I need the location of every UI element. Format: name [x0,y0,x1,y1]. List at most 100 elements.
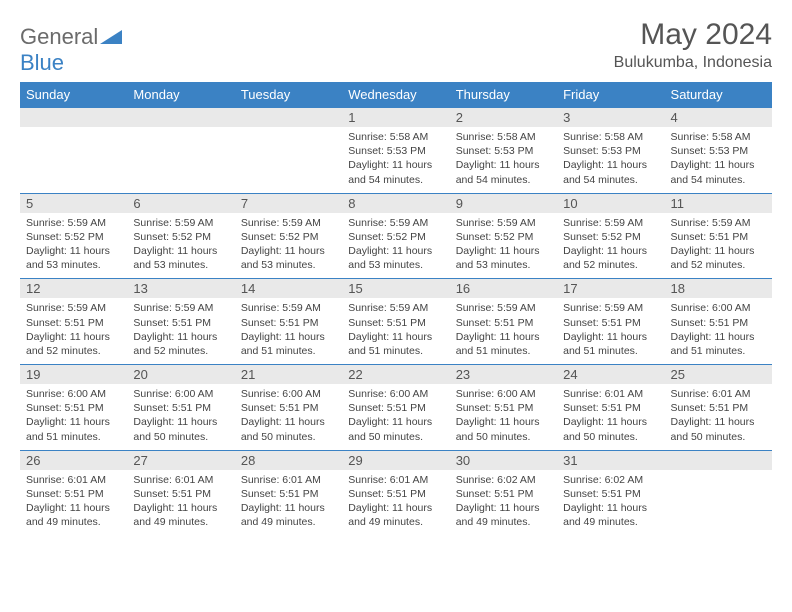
header: General Blue May 2024 Bulukumba, Indones… [20,18,772,76]
day-number: 26 [20,451,127,470]
calendar-day-cell: 17Sunrise: 5:59 AMSunset: 5:51 PMDayligh… [557,279,664,365]
day-body: Sunrise: 5:59 AMSunset: 5:51 PMDaylight:… [20,298,127,364]
day-body: Sunrise: 5:59 AMSunset: 5:51 PMDaylight:… [665,213,772,279]
day-body: Sunrise: 5:59 AMSunset: 5:51 PMDaylight:… [450,298,557,364]
day-number: 5 [20,194,127,213]
sunrise-label: Sunrise: [348,302,387,314]
sunset-label: Sunset: [241,317,277,329]
sunset-value: 5:52 PM [602,231,641,243]
calendar-day-cell: 30Sunrise: 6:02 AMSunset: 5:51 PMDayligh… [450,450,557,535]
calendar-day-cell: 18Sunrise: 6:00 AMSunset: 5:51 PMDayligh… [665,279,772,365]
sunset-label: Sunset: [456,488,492,500]
sunset-label: Sunset: [26,402,62,414]
calendar-day-cell [127,108,234,194]
sunset-value: 5:51 PM [65,402,104,414]
weekday-header: Wednesday [342,82,449,108]
sunrise-label: Sunrise: [133,474,172,486]
sunset-value: 5:51 PM [709,231,748,243]
logo: General Blue [20,24,122,76]
day-body: Sunrise: 6:00 AMSunset: 5:51 PMDaylight:… [235,384,342,450]
sunrise-value: 6:02 AM [497,474,536,486]
daylight-label: Daylight: [456,416,497,428]
sunrise-label: Sunrise: [133,388,172,400]
sunrise-label: Sunrise: [456,302,495,314]
daylight-label: Daylight: [26,416,67,428]
sunset-value: 5:51 PM [494,317,533,329]
sunrise-value: 5:59 AM [175,217,214,229]
day-number: 14 [235,279,342,298]
calendar-day-cell: 29Sunrise: 6:01 AMSunset: 5:51 PMDayligh… [342,450,449,535]
day-number: 25 [665,365,772,384]
day-number: 22 [342,365,449,384]
sunset-value: 5:51 PM [602,317,641,329]
daylight-label: Daylight: [671,331,712,343]
sunrise-value: 5:58 AM [390,131,429,143]
sunrise-value: 6:00 AM [390,388,429,400]
day-body: Sunrise: 5:58 AMSunset: 5:53 PMDaylight:… [450,127,557,193]
day-body: Sunrise: 5:59 AMSunset: 5:52 PMDaylight:… [557,213,664,279]
sunrise-label: Sunrise: [456,388,495,400]
sunset-value: 5:53 PM [494,145,533,157]
sunset-label: Sunset: [671,231,707,243]
calendar-day-cell: 25Sunrise: 6:01 AMSunset: 5:51 PMDayligh… [665,365,772,451]
calendar-day-cell [665,450,772,535]
day-number: 3 [557,108,664,127]
sunset-label: Sunset: [563,317,599,329]
sunrise-value: 5:58 AM [497,131,536,143]
sunset-value: 5:52 PM [65,231,104,243]
sunset-value: 5:51 PM [65,488,104,500]
calendar-table: SundayMondayTuesdayWednesdayThursdayFrid… [20,82,772,535]
sunrise-value: 6:01 AM [67,474,106,486]
day-number: 19 [20,365,127,384]
sunrise-label: Sunrise: [133,217,172,229]
logo-text: General Blue [20,24,122,76]
sunrise-value: 5:59 AM [497,217,536,229]
sunrise-value: 6:01 AM [712,388,751,400]
day-number: 30 [450,451,557,470]
daylight-label: Daylight: [671,159,712,171]
sunrise-label: Sunrise: [348,131,387,143]
day-number: 20 [127,365,234,384]
calendar-day-cell: 31Sunrise: 6:02 AMSunset: 5:51 PMDayligh… [557,450,664,535]
daylight-label: Daylight: [348,331,389,343]
logo-triangle-icon [100,24,122,50]
sunrise-label: Sunrise: [348,388,387,400]
calendar-day-cell: 15Sunrise: 5:59 AMSunset: 5:51 PMDayligh… [342,279,449,365]
sunrise-value: 5:59 AM [67,217,106,229]
sunset-value: 5:51 PM [602,488,641,500]
sunrise-label: Sunrise: [26,388,65,400]
sunset-value: 5:51 PM [387,317,426,329]
day-number: 23 [450,365,557,384]
sunset-label: Sunset: [563,402,599,414]
location-label: Bulukumba, Indonesia [614,54,772,72]
calendar-day-cell: 4Sunrise: 5:58 AMSunset: 5:53 PMDaylight… [665,108,772,194]
sunset-value: 5:52 PM [279,231,318,243]
calendar-day-cell: 23Sunrise: 6:00 AMSunset: 5:51 PMDayligh… [450,365,557,451]
day-body: Sunrise: 5:58 AMSunset: 5:53 PMDaylight:… [557,127,664,193]
sunset-value: 5:51 PM [172,488,211,500]
sunset-label: Sunset: [563,145,599,157]
day-body: Sunrise: 5:59 AMSunset: 5:51 PMDaylight:… [342,298,449,364]
sunset-label: Sunset: [348,231,384,243]
sunrise-label: Sunrise: [26,302,65,314]
sunset-label: Sunset: [456,317,492,329]
sunset-label: Sunset: [563,231,599,243]
daylight-label: Daylight: [563,159,604,171]
sunset-label: Sunset: [348,402,384,414]
day-number: 6 [127,194,234,213]
sunrise-value: 6:01 AM [175,474,214,486]
day-body: Sunrise: 6:01 AMSunset: 5:51 PMDaylight:… [557,384,664,450]
calendar-day-cell: 24Sunrise: 6:01 AMSunset: 5:51 PMDayligh… [557,365,664,451]
sunset-label: Sunset: [456,145,492,157]
sunrise-label: Sunrise: [241,474,280,486]
day-number: 18 [665,279,772,298]
sunrise-label: Sunrise: [241,388,280,400]
daylight-label: Daylight: [563,416,604,428]
weekday-header: Tuesday [235,82,342,108]
sunset-label: Sunset: [241,402,277,414]
day-body: Sunrise: 5:58 AMSunset: 5:53 PMDaylight:… [342,127,449,193]
daylight-label: Daylight: [133,502,174,514]
sunrise-value: 6:00 AM [175,388,214,400]
day-body: Sunrise: 6:00 AMSunset: 5:51 PMDaylight:… [665,298,772,364]
sunrise-label: Sunrise: [241,217,280,229]
